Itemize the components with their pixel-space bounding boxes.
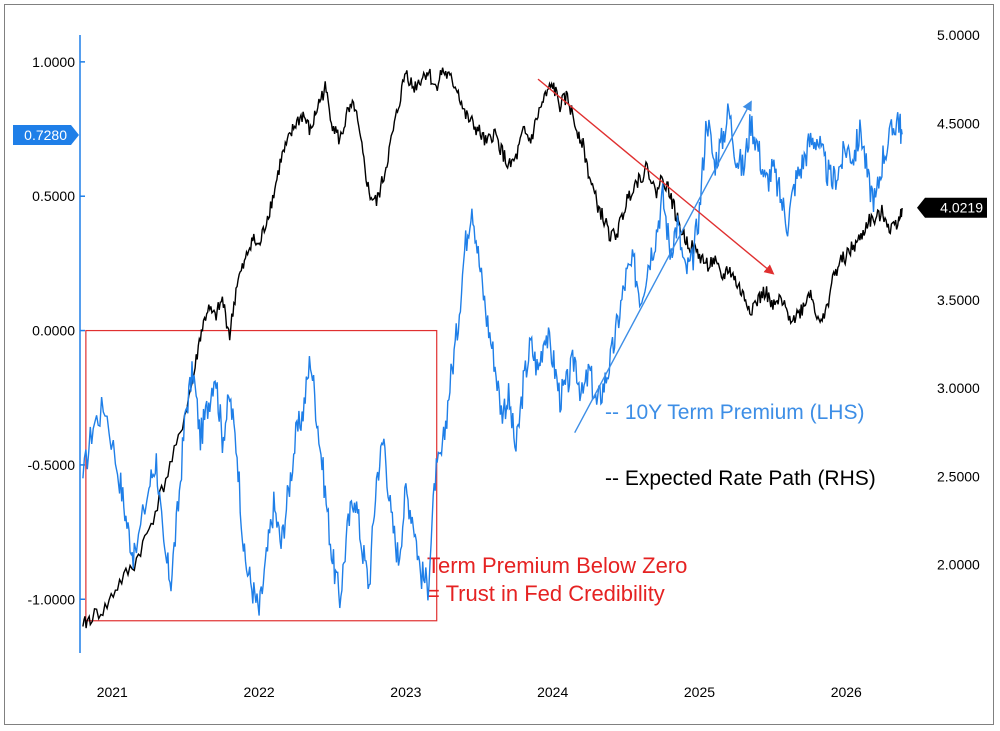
chart-frame: 1.0000 0.5000 0.0000 -0.5000 -1.0000 5.0000 4… xyxy=(4,4,994,725)
right-tick-label: 4.5000 xyxy=(937,115,980,131)
blue-trend-arrow xyxy=(574,100,752,433)
left-last-value-tag: 0.7280 xyxy=(13,124,79,145)
right-tick-label: 3.0000 xyxy=(937,380,980,396)
series-expected-rate-path xyxy=(82,67,903,629)
x-tick-label: 2021 xyxy=(97,684,128,700)
series-term-premium xyxy=(82,103,903,616)
x-tick-label: 2025 xyxy=(684,684,715,700)
left-axis-ticks: 1.0000 0.5000 0.0000 -0.5000 -1.0000 xyxy=(28,54,85,607)
x-tick-label: 2023 xyxy=(390,684,421,700)
left-tick-label: 0.0000 xyxy=(32,323,75,339)
left-tick-label: 1.0000 xyxy=(32,54,75,70)
right-tick-label: 3.5000 xyxy=(937,292,980,308)
right-last-value-tag: 4.0219 xyxy=(917,197,987,218)
right-axis-ticks: 5.00004.50004.00003.50003.00002.50002.00… xyxy=(937,27,980,573)
right-tick-label: 2.0000 xyxy=(937,557,980,573)
left-tick-label: -1.0000 xyxy=(28,591,76,607)
legend-expected-rate-path: -- Expected Rate Path (RHS) xyxy=(605,467,876,490)
right-tick-label: 2.5000 xyxy=(937,468,980,484)
left-last-value-label: 0.7280 xyxy=(24,127,67,143)
right-last-value-label: 4.0219 xyxy=(940,200,983,216)
x-tick-label: 2022 xyxy=(244,684,275,700)
legend-term-premium: -- 10Y Term Premium (LHS) xyxy=(605,401,864,424)
left-tick-label: 0.5000 xyxy=(32,188,75,204)
annotation-text-line2: = Trust in Fed Credibility xyxy=(427,581,665,606)
line-chart: 1.0000 0.5000 0.0000 -0.5000 -1.0000 5.0000 4… xyxy=(13,27,987,700)
left-tick-label: -0.5000 xyxy=(28,457,76,473)
x-axis-ticks: 2021 2022 2023 2024 2025 2026 xyxy=(97,684,862,700)
right-tick-label: 5.0000 xyxy=(937,27,980,43)
red-trend-arrow xyxy=(537,78,775,275)
annotation-box xyxy=(85,329,438,622)
x-tick-label: 2024 xyxy=(537,684,568,700)
x-tick-label: 2026 xyxy=(831,684,862,700)
annotation-text-line1: Term Premium Below Zero xyxy=(427,553,687,578)
